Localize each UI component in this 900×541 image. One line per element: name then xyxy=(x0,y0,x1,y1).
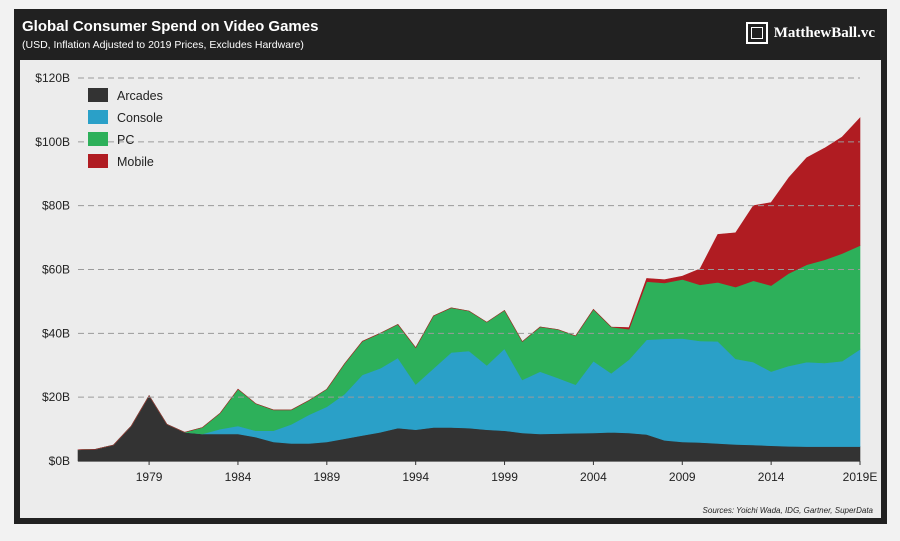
x-tick-label: 2009 xyxy=(669,470,696,484)
x-tick-label: 2014 xyxy=(758,470,785,484)
y-tick-label: $100B xyxy=(35,135,70,149)
series-area-mobile xyxy=(77,117,861,451)
x-tick-label: 1979 xyxy=(136,470,163,484)
chart-subtitle: (USD, Inflation Adjusted to 2019 Prices,… xyxy=(22,39,304,51)
y-tick-label: $80B xyxy=(42,199,70,213)
x-tick-label: 1989 xyxy=(313,470,340,484)
x-tick-label: 2019E xyxy=(843,470,878,484)
y-tick-label: $40B xyxy=(42,326,70,340)
frame-logo-icon xyxy=(745,22,768,44)
x-tick-label: 2004 xyxy=(580,470,607,484)
y-tick-label: $120B xyxy=(35,71,70,85)
x-tick-label: 1994 xyxy=(402,470,429,484)
area-chart: $0B $20B $40B $60B $80B $100B $120B 1979 1984 198… xyxy=(35,71,878,484)
legend-label-pc: PC xyxy=(117,133,134,147)
source-note: Sources: Yoichi Wada, IDG, Gartner, Supe… xyxy=(702,506,873,515)
legend-label-arcades: Arcades xyxy=(117,89,163,103)
brand-name: MatthewBall.vc xyxy=(773,24,875,41)
chart-panel: $0B $20B $40B $60B $80B $100B $120B 1979 1984 198… xyxy=(20,60,881,518)
y-tick-label: $20B xyxy=(42,390,70,404)
legend-swatch-arcades xyxy=(88,88,108,102)
chart-frame: Global Consumer Spend on Video Games (US… xyxy=(14,9,887,524)
x-tick-label: 1984 xyxy=(225,470,252,484)
x-tick-label: 1999 xyxy=(491,470,518,484)
y-tick-label: $0B xyxy=(49,454,70,468)
legend-label-mobile: Mobile xyxy=(117,155,154,169)
brand-logo: MatthewBall.vc xyxy=(745,22,875,44)
legend-swatch-console xyxy=(88,110,108,124)
legend-label-console: Console xyxy=(117,111,163,125)
chart-title: Global Consumer Spend on Video Games xyxy=(22,18,319,35)
y-tick-label: $60B xyxy=(42,263,70,277)
legend-swatch-mobile xyxy=(88,154,108,168)
legend-swatch-pc xyxy=(88,132,108,146)
